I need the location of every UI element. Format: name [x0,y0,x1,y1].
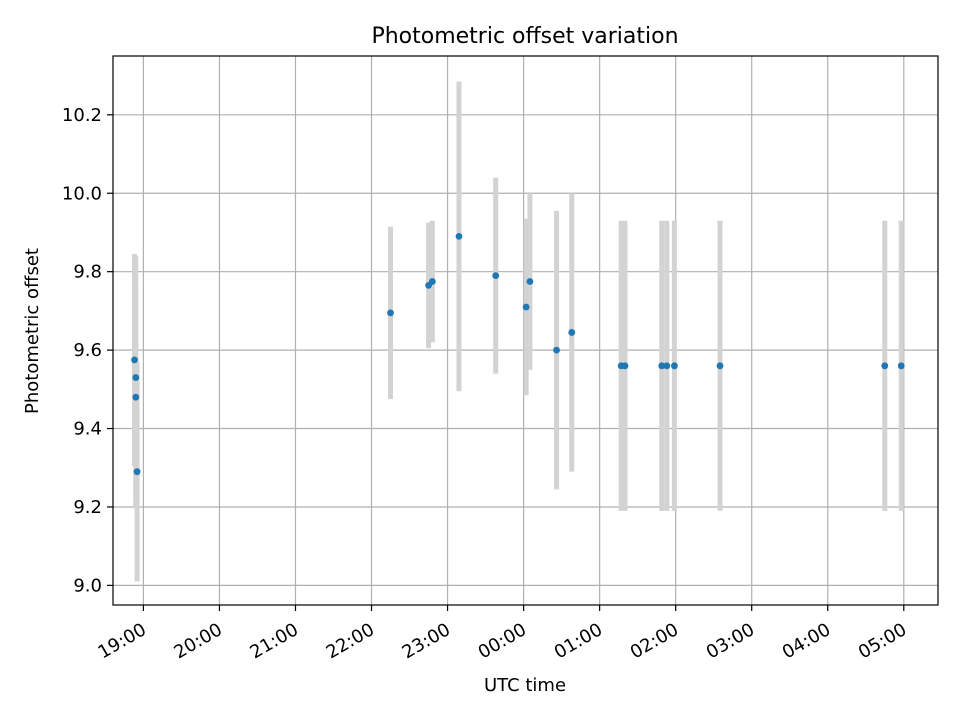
data-point [716,362,724,370]
y-tick-label: 9.6 [73,340,102,361]
data-point [428,278,436,285]
data-point [671,362,678,370]
data-point [897,362,905,370]
x-tick-label: 00:00 [475,619,530,663]
y-axis-ticks: 9.0 9.2 9.4 9.6 9.8 10.0 10.2 [62,105,113,596]
x-tick-label: 03:00 [703,619,758,663]
x-axis-ticks: 19:00 20:00 21:00 22:00 23:00 00:00 01:00 02:00… [94,605,910,663]
data-point [133,468,141,476]
x-tick-label: 04:00 [779,619,834,663]
data-point [387,309,394,317]
data-points [131,232,905,476]
y-tick-label: 9.0 [73,575,102,596]
y-tick-label: 9.4 [73,419,102,440]
data-point [568,329,576,336]
x-tick-label: 21:00 [247,619,302,663]
chart-title: Photometric offset variation [371,24,678,49]
data-point [526,278,534,285]
y-tick-label: 9.2 [73,497,102,518]
data-point [132,374,140,381]
x-tick-label: 19:00 [94,619,149,663]
data-point [553,346,560,354]
data-point [621,362,629,370]
data-point [455,232,463,240]
y-axis-label: Photometric offset [22,248,43,414]
x-tick-label: 02:00 [627,619,682,663]
data-point [131,356,138,364]
data-point [132,393,140,401]
y-tick-label: 10.2 [62,105,102,126]
x-axis-label: UTC time [484,675,566,696]
data-point [881,362,889,370]
data-point [658,362,666,370]
x-tick-label: 05:00 [855,619,910,663]
data-point [522,303,530,311]
x-tick-label: 22:00 [323,619,378,663]
data-point [663,362,671,370]
x-tick-label: 20:00 [171,619,226,663]
data-point [492,272,500,279]
x-tick-label: 01:00 [551,619,606,663]
x-tick-label: 23:00 [399,619,454,663]
y-tick-label: 10.0 [62,183,102,204]
y-tick-label: 9.8 [73,262,102,283]
plot-frame [112,55,939,606]
